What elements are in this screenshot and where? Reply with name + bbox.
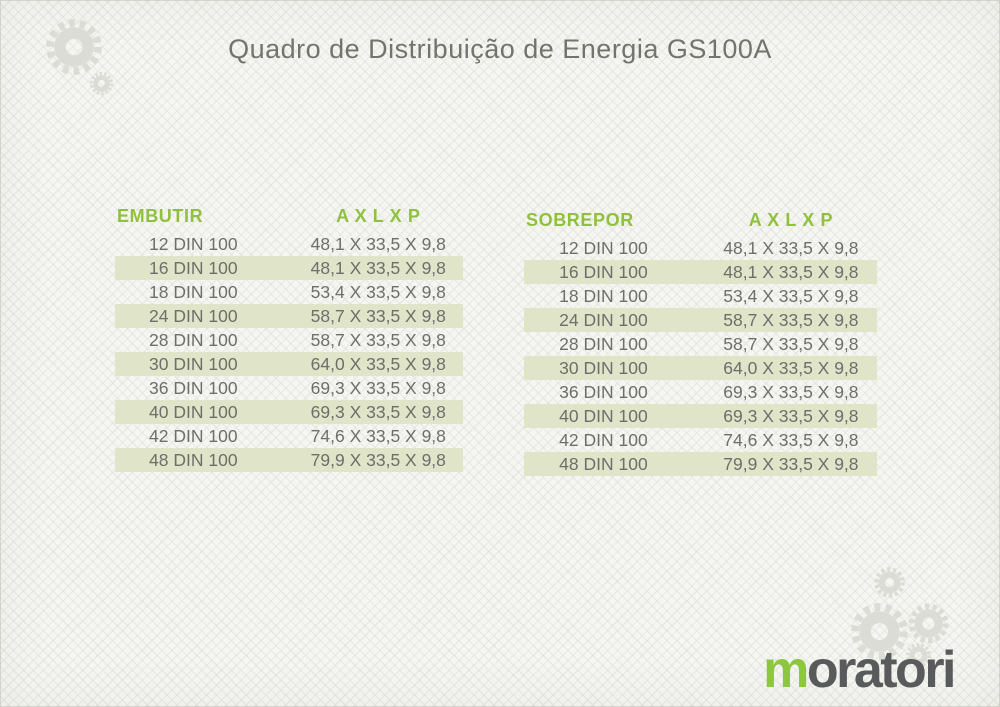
row-dims: 53,4 X 33,5 X 9,8 (310, 281, 446, 302)
gear-icon (873, 566, 906, 599)
row-model: 16 DIN 100 (559, 261, 648, 282)
table-row: 48 DIN 100 79,9 X 33,5 X 9,8 (115, 448, 463, 472)
row-dims: 48,1 X 33,5 X 9,8 (310, 257, 446, 278)
gear-icon (907, 602, 950, 645)
row-model: 16 DIN 100 (149, 257, 238, 278)
table-row: 40 DIN 100 69,3 X 33,5 X 9,8 (115, 400, 463, 424)
row-dims: 64,0 X 33,5 X 9,8 (310, 353, 446, 374)
row-model: 24 DIN 100 (149, 305, 238, 326)
table-row: 36 DIN 100 69,3 X 33,5 X 9,8 (524, 380, 877, 404)
row-dims: 79,9 X 33,5 X 9,8 (723, 453, 859, 474)
table-row: 24 DIN 100 58,7 X 33,5 X 9,8 (115, 304, 463, 328)
row-model: 40 DIN 100 (149, 401, 238, 422)
row-model: 42 DIN 100 (149, 425, 238, 446)
table-row: 48 DIN 100 79,9 X 33,5 X 9,8 (524, 452, 877, 476)
table-row: 36 DIN 100 69,3 X 33,5 X 9,8 (115, 376, 463, 400)
row-dims: 69,3 X 33,5 X 9,8 (723, 405, 859, 426)
row-model: 18 DIN 100 (559, 285, 648, 306)
table-row: 16 DIN 100 48,1 X 33,5 X 9,8 (524, 260, 877, 284)
table-body: 12 DIN 100 48,1 X 33,5 X 9,8 16 DIN 100 48,… (115, 232, 463, 472)
table-row: 18 DIN 100 53,4 X 33,5 X 9,8 (524, 284, 877, 308)
table-header-dims: A X L X P (748, 210, 834, 230)
row-model: 48 DIN 100 (559, 453, 648, 474)
row-model: 28 DIN 100 (559, 333, 648, 354)
brand-logo-rest: oratori (806, 641, 957, 699)
row-model: 42 DIN 100 (559, 429, 648, 450)
brand-logo-lead: m (763, 641, 809, 699)
row-dims: 64,0 X 33,5 X 9,8 (723, 357, 859, 378)
table-row: 30 DIN 100 64,0 X 33,5 X 9,8 (115, 352, 463, 376)
row-dims: 69,3 X 33,5 X 9,8 (310, 401, 446, 422)
table-header-dims: A X L X P (336, 206, 421, 226)
row-dims: 48,1 X 33,5 X 9,8 (310, 233, 446, 254)
row-dims: 58,7 X 33,5 X 9,8 (723, 333, 859, 354)
row-dims: 74,6 X 33,5 X 9,8 (310, 425, 446, 446)
brand-logo: moratori (763, 641, 957, 699)
table-row: 40 DIN 100 69,3 X 33,5 X 9,8 (524, 404, 877, 428)
table-sobrepor: SOBREPOR A X L X P 12 DIN 100 48,1 X 33,5… (524, 205, 877, 476)
page-title: Quadro de Distribuição de Energia GS100A (228, 34, 772, 64)
row-model: 18 DIN 100 (149, 281, 238, 302)
table-row: 28 DIN 100 58,7 X 33,5 X 9,8 (115, 328, 463, 352)
row-dims: 53,4 X 33,5 X 9,8 (723, 285, 859, 306)
gear-icon (89, 71, 114, 96)
row-model: 12 DIN 100 (559, 237, 648, 258)
table-row: 30 DIN 100 64,0 X 33,5 X 9,8 (524, 356, 877, 380)
table-body: 12 DIN 100 48,1 X 33,5 X 9,8 16 DIN 100 48,… (524, 236, 877, 476)
table-row: 28 DIN 100 58,7 X 33,5 X 9,8 (524, 332, 877, 356)
row-model: 24 DIN 100 (559, 309, 648, 330)
row-dims: 79,9 X 33,5 X 9,8 (310, 449, 446, 470)
row-model: 36 DIN 100 (559, 381, 648, 402)
row-dims: 48,1 X 33,5 X 9,8 (723, 237, 859, 258)
row-dims: 69,3 X 33,5 X 9,8 (723, 381, 859, 402)
row-model: 36 DIN 100 (149, 377, 238, 398)
row-model: 30 DIN 100 (149, 353, 238, 374)
table-row: 18 DIN 100 53,4 X 33,5 X 9,8 (115, 280, 463, 304)
table-row: 12 DIN 100 48,1 X 33,5 X 9,8 (115, 232, 463, 256)
row-model: 30 DIN 100 (559, 357, 648, 378)
row-dims: 69,3 X 33,5 X 9,8 (310, 377, 446, 398)
table-header: SOBREPOR A X L X P (524, 205, 877, 236)
row-model: 28 DIN 100 (149, 329, 238, 350)
row-model: 40 DIN 100 (559, 405, 648, 426)
row-dims: 48,1 X 33,5 X 9,8 (723, 261, 859, 282)
table-header-name: SOBREPOR (526, 210, 634, 230)
table-row: 16 DIN 100 48,1 X 33,5 X 9,8 (115, 256, 463, 280)
table-header: EMBUTIR A X L X P (115, 201, 463, 232)
table-row: 12 DIN 100 48,1 X 33,5 X 9,8 (524, 236, 877, 260)
row-model: 48 DIN 100 (149, 449, 238, 470)
row-dims: 58,7 X 33,5 X 9,8 (723, 309, 859, 330)
table-embutir: EMBUTIR A X L X P 12 DIN 100 48,1 X 33,5 … (115, 201, 463, 472)
table-header-name: EMBUTIR (117, 206, 204, 226)
row-model: 12 DIN 100 (149, 233, 238, 254)
table-row: 24 DIN 100 58,7 X 33,5 X 9,8 (524, 308, 877, 332)
row-dims: 74,6 X 33,5 X 9,8 (723, 429, 859, 450)
table-row: 42 DIN 100 74,6 X 33,5 X 9,8 (115, 424, 463, 448)
row-dims: 58,7 X 33,5 X 9,8 (310, 305, 446, 326)
row-dims: 58,7 X 33,5 X 9,8 (310, 329, 446, 350)
table-row: 42 DIN 100 74,6 X 33,5 X 9,8 (524, 428, 877, 452)
